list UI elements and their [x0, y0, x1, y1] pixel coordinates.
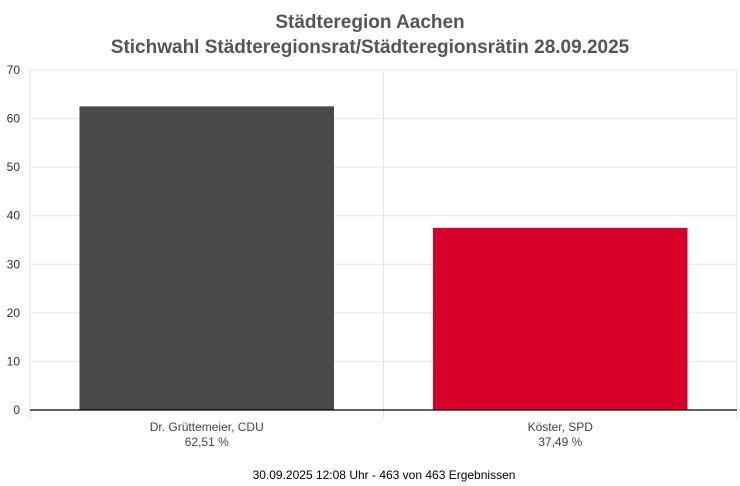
chart-title: Städteregion Aachen — [275, 12, 464, 33]
bars — [79, 106, 688, 410]
y-axis-ticks: 0 10 20 30 40 50 60 70 — [7, 63, 21, 417]
chart-footer: 30.09.2025 12:08 Uhr - 463 von 463 Ergeb… — [253, 468, 516, 482]
y-tick-label: 0 — [13, 403, 20, 417]
bar — [79, 106, 335, 410]
y-tick-label: 60 — [7, 112, 21, 126]
y-tick-label: 10 — [7, 354, 21, 368]
chart-subtitle: Stichwahl Städteregionsrat/Städteregions… — [111, 37, 630, 58]
y-tick-label: 40 — [7, 209, 21, 223]
bar — [432, 227, 688, 410]
bar-value-label: 62,51 % — [185, 435, 229, 449]
bar-value-label: 37,49 % — [538, 435, 582, 449]
y-tick-label: 50 — [7, 160, 21, 174]
y-tick-label: 70 — [7, 63, 21, 77]
x-category-label: Köster, SPD — [528, 420, 594, 434]
y-tick-label: 30 — [7, 257, 21, 271]
x-category-label: Dr. Grüttemeier, CDU — [150, 420, 264, 434]
y-tick-label: 20 — [7, 306, 21, 320]
